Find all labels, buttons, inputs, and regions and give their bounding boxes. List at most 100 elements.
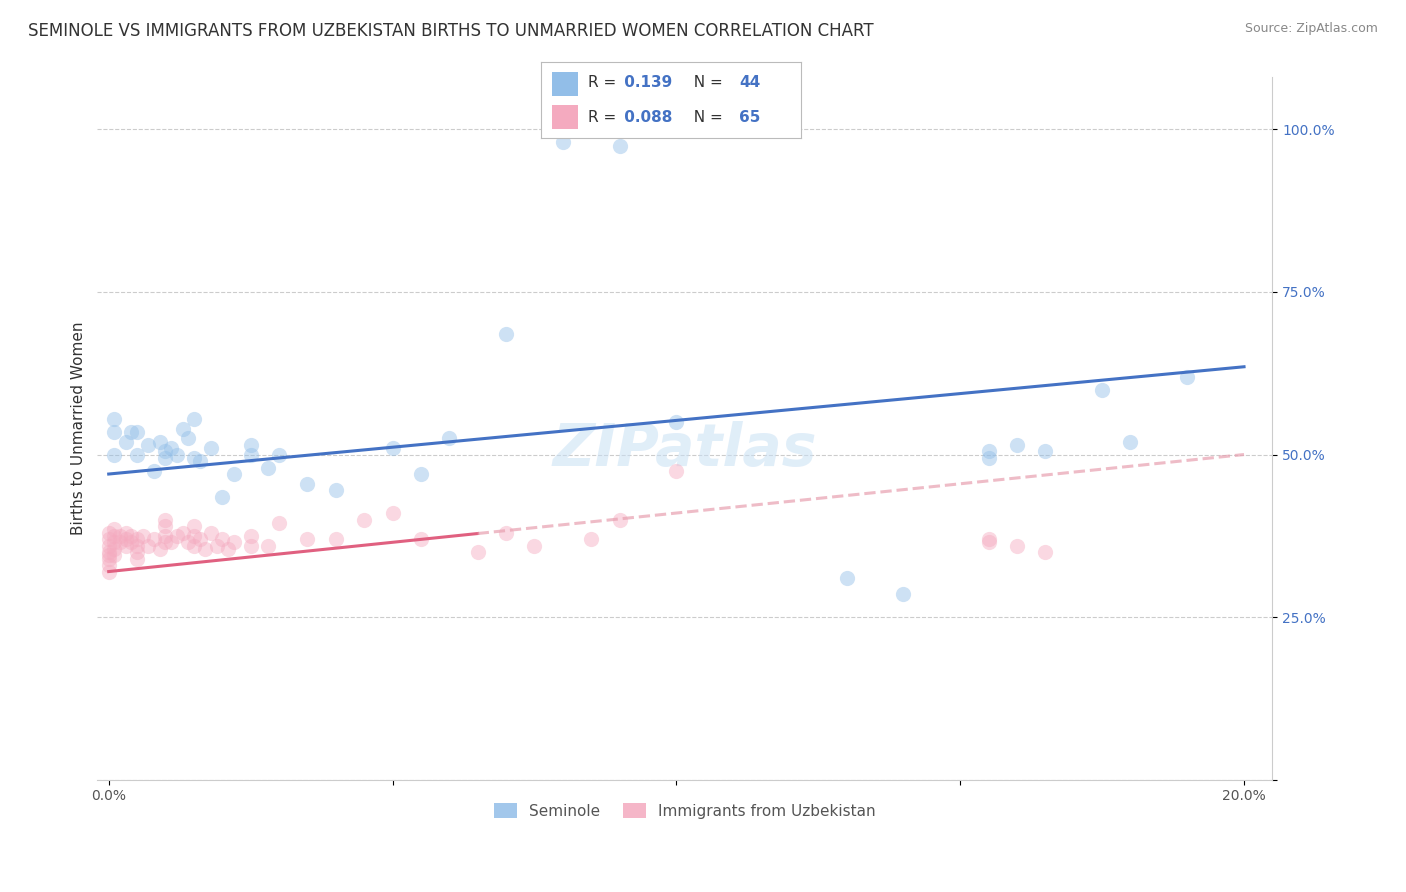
- Point: [381, 441, 404, 455]
- Point: [127, 425, 149, 439]
- Point: [835, 571, 858, 585]
- Point: [120, 535, 142, 549]
- Point: [211, 490, 233, 504]
- Point: [1091, 383, 1114, 397]
- Point: [149, 541, 172, 556]
- Point: [138, 438, 160, 452]
- Text: SEMINOLE VS IMMIGRANTS FROM UZBEKISTAN BIRTHS TO UNMARRIED WOMEN CORRELATION CHA: SEMINOLE VS IMMIGRANTS FROM UZBEKISTAN B…: [28, 22, 873, 40]
- Point: [114, 539, 136, 553]
- Text: Source: ZipAtlas.com: Source: ZipAtlas.com: [1244, 22, 1378, 36]
- Point: [609, 138, 631, 153]
- Point: [239, 529, 262, 543]
- Point: [297, 476, 319, 491]
- Point: [297, 532, 319, 546]
- Point: [97, 532, 120, 546]
- Point: [239, 438, 262, 452]
- Point: [103, 529, 125, 543]
- Point: [200, 525, 222, 540]
- Point: [977, 444, 1000, 458]
- Point: [97, 545, 120, 559]
- Text: R =: R =: [588, 76, 621, 90]
- Y-axis label: Births to Unmarried Women: Births to Unmarried Women: [72, 322, 86, 535]
- Text: ZIPatlas: ZIPatlas: [553, 421, 817, 478]
- Point: [495, 525, 517, 540]
- Point: [1119, 434, 1142, 449]
- Point: [977, 535, 1000, 549]
- Point: [155, 519, 177, 533]
- Point: [155, 512, 177, 526]
- Point: [188, 454, 211, 468]
- Point: [381, 506, 404, 520]
- Point: [177, 535, 200, 549]
- Point: [665, 464, 688, 478]
- Point: [977, 450, 1000, 465]
- Point: [256, 460, 278, 475]
- Point: [103, 425, 125, 439]
- Point: [103, 522, 125, 536]
- Point: [97, 565, 120, 579]
- Point: [353, 512, 375, 526]
- Point: [579, 532, 602, 546]
- Text: N =: N =: [685, 110, 728, 125]
- Point: [120, 529, 142, 543]
- Point: [103, 535, 125, 549]
- Text: 0.088: 0.088: [620, 110, 672, 125]
- Point: [183, 519, 205, 533]
- Point: [114, 525, 136, 540]
- Point: [172, 421, 194, 435]
- Point: [977, 532, 1000, 546]
- Point: [177, 431, 200, 445]
- Text: R =: R =: [588, 110, 621, 125]
- Point: [103, 448, 125, 462]
- Point: [97, 549, 120, 563]
- Point: [127, 539, 149, 553]
- Legend: Seminole, Immigrants from Uzbekistan: Seminole, Immigrants from Uzbekistan: [488, 797, 882, 824]
- Point: [108, 529, 131, 543]
- Point: [97, 551, 120, 566]
- Bar: [551, 71, 578, 95]
- Point: [222, 467, 245, 481]
- Point: [1005, 438, 1028, 452]
- Point: [183, 539, 205, 553]
- Point: [155, 535, 177, 549]
- Point: [239, 448, 262, 462]
- Point: [1033, 444, 1056, 458]
- Point: [325, 483, 347, 498]
- Point: [205, 539, 228, 553]
- Point: [160, 535, 183, 549]
- Text: 44: 44: [740, 76, 761, 90]
- Point: [127, 532, 149, 546]
- Point: [103, 411, 125, 425]
- Point: [127, 551, 149, 566]
- Point: [97, 558, 120, 572]
- Point: [222, 535, 245, 549]
- Point: [665, 415, 688, 429]
- Point: [160, 441, 183, 455]
- Text: 0.139: 0.139: [620, 76, 672, 90]
- Point: [183, 529, 205, 543]
- Point: [143, 464, 166, 478]
- Point: [155, 450, 177, 465]
- Bar: [551, 105, 578, 129]
- Point: [1005, 539, 1028, 553]
- Point: [188, 532, 211, 546]
- Point: [114, 434, 136, 449]
- Point: [149, 434, 172, 449]
- Point: [409, 467, 432, 481]
- Text: N =: N =: [685, 76, 728, 90]
- Point: [132, 529, 155, 543]
- Point: [183, 411, 205, 425]
- Point: [103, 541, 125, 556]
- Point: [183, 450, 205, 465]
- Point: [893, 587, 915, 601]
- Point: [609, 512, 631, 526]
- Point: [143, 532, 166, 546]
- Point: [108, 535, 131, 549]
- Point: [120, 425, 142, 439]
- Point: [267, 516, 290, 530]
- Text: 65: 65: [740, 110, 761, 125]
- Point: [325, 532, 347, 546]
- Point: [1175, 369, 1198, 384]
- Point: [138, 539, 160, 553]
- Point: [267, 448, 290, 462]
